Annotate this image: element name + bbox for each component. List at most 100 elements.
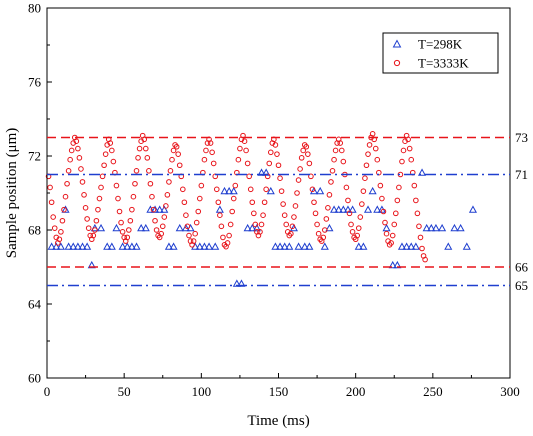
legend-entry-circle: T=3333K — [393, 56, 469, 71]
circle-point — [329, 168, 336, 174]
circle-point — [311, 199, 317, 206]
circle-point — [251, 210, 257, 217]
circle-point — [309, 186, 316, 193]
x-tick-label: 0 — [44, 384, 51, 399]
circle-point — [380, 208, 387, 215]
triangle-point — [444, 242, 453, 250]
triangle-point — [438, 223, 447, 232]
circle-point — [85, 225, 92, 231]
circle-point — [308, 173, 314, 180]
triangle-point — [456, 223, 465, 232]
triangle-point — [215, 205, 224, 213]
circle-point — [396, 184, 402, 191]
triangle-point — [468, 205, 478, 213]
circle-point — [47, 184, 53, 191]
triangle-point — [155, 205, 164, 213]
circle-point — [340, 158, 347, 165]
circle-point — [280, 201, 286, 207]
circle-point — [369, 131, 376, 137]
circle-point — [315, 230, 322, 237]
circle-point — [163, 203, 169, 209]
circle-point — [109, 147, 115, 154]
triangle-point — [368, 186, 377, 195]
triangle-point — [450, 223, 459, 232]
circle-point — [306, 160, 313, 167]
triangle-point — [64, 242, 73, 250]
circle-point — [343, 184, 350, 191]
x-tick-label: 50 — [118, 384, 131, 399]
circle-point — [326, 192, 333, 198]
circle-point — [416, 223, 422, 230]
triangle-point — [146, 205, 155, 213]
circle-point — [394, 197, 401, 204]
circle-point — [331, 156, 337, 163]
circle-point — [198, 182, 205, 189]
circle-point — [78, 166, 84, 172]
circle-point — [328, 179, 334, 185]
circle-point — [116, 208, 123, 215]
circle-point — [146, 168, 152, 174]
circle-point — [215, 199, 222, 206]
circle-point — [210, 160, 217, 167]
triangle-point — [359, 242, 368, 250]
circle-point — [362, 175, 368, 181]
circle-point — [294, 190, 300, 196]
x-axis: 0 50 100 150 200 250 300 — [44, 373, 520, 399]
circle-point — [170, 147, 177, 154]
triangle-point — [164, 242, 173, 250]
triangle-point — [127, 242, 136, 250]
circle-point — [411, 182, 418, 189]
circle-point — [357, 214, 364, 220]
circle-point — [406, 145, 413, 152]
triangle-point — [73, 242, 82, 250]
triangle-point — [123, 242, 132, 250]
circle-point — [283, 221, 290, 228]
circle-point — [50, 214, 56, 220]
circle-point — [183, 212, 189, 218]
triangle-point — [205, 242, 214, 250]
triangle-point — [56, 242, 65, 250]
x-tick-label: 200 — [346, 384, 366, 399]
circle-point — [218, 223, 225, 230]
circle-point — [192, 230, 198, 237]
circle-point — [263, 186, 269, 193]
triangle-point — [285, 242, 294, 250]
triangle-point — [339, 205, 348, 213]
reference-lines: 73 71 66 65 — [47, 130, 529, 293]
circle-point — [349, 229, 356, 235]
circle-point — [360, 188, 367, 194]
triangle-point — [137, 223, 146, 232]
circle-point — [365, 151, 371, 157]
circle-point — [346, 210, 353, 217]
reference-label: 65 — [515, 278, 528, 293]
circle-point — [325, 205, 331, 211]
circle-point — [107, 140, 114, 146]
circle-point — [132, 180, 138, 187]
circle-point — [372, 145, 379, 152]
circle-point — [62, 193, 69, 200]
circle-point — [224, 240, 231, 246]
triangle-point — [388, 260, 397, 269]
circle-point — [247, 186, 254, 193]
triangle-point — [363, 205, 373, 213]
circle-point — [391, 221, 398, 228]
circle-point — [58, 229, 64, 235]
circle-point — [173, 143, 180, 150]
circle-point — [230, 195, 237, 202]
circle-point — [355, 225, 362, 231]
circle-point — [392, 210, 399, 217]
legend-entry-triangle: T=298K — [392, 37, 463, 52]
circle-point — [235, 156, 242, 163]
triangle-point — [431, 223, 440, 232]
circle-point — [322, 227, 328, 233]
circle-point — [184, 223, 191, 230]
circle-point — [297, 166, 303, 172]
circle-point — [102, 151, 109, 157]
triangle-point — [348, 205, 357, 213]
circle-point — [422, 256, 428, 263]
circle-point — [244, 160, 251, 167]
triangle-point — [195, 242, 204, 250]
x-axis-title: Time (ms) — [247, 413, 309, 429]
circle-point — [281, 212, 288, 218]
circle-point — [382, 219, 388, 226]
